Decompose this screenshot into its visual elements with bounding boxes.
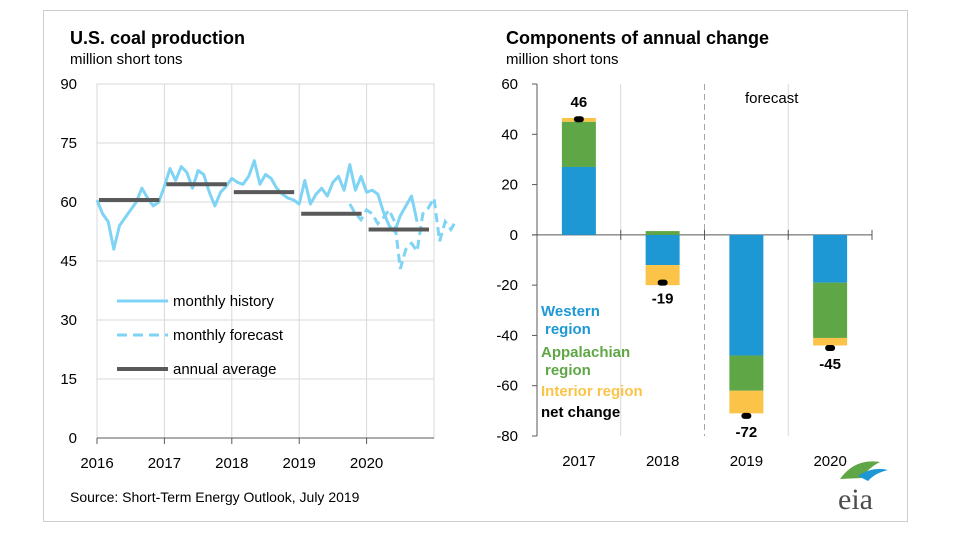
left-x-tick-label: 2019 [283,455,316,472]
right-y-tick-label: 0 [510,227,518,244]
source-note: Source: Short-Term Energy Outlook, July … [70,489,360,505]
left-x-tick-label: 2016 [80,455,113,472]
left-series [95,159,458,270]
right-chart-subtitle: million short tons [506,51,619,68]
bar-2017-appalachian [561,121,596,167]
category-label-2017: 2017 [562,453,595,470]
right-y-tick-label: 60 [501,76,518,93]
right-axes: 60 40 20 0 -20 -40 -60 -80 2017 2018 2019 2020 [496,76,873,470]
bar-2020-western [813,234,848,283]
bar-2019-western [729,234,764,356]
category-label-2020: 2020 [813,453,846,470]
bar-2018-western [645,234,680,266]
logo-text: eia [838,483,873,516]
figure-frame [43,10,908,522]
net-change-label-2018: -19 [652,291,674,308]
left-legend: monthly history monthly forecast annual … [117,293,284,378]
bar-2018-interior [645,265,680,286]
legend-monthly-history: monthly history [173,293,274,310]
left-chart-title: U.S. coal production [70,28,245,48]
bar-2020-appalachian [813,282,848,338]
right-y-tick-label: -80 [496,428,518,445]
left-y-tick-label: 30 [60,312,77,329]
legend-appalachian-line2: region [545,362,591,379]
net-change-marker-2020 [825,345,836,351]
net-change-label-2017: 46 [571,94,588,111]
net-change-marker-2019 [741,412,752,419]
bar-2019-appalachian [729,355,764,391]
left-x-tick-label: 2020 [350,455,383,472]
bar-2020-interior [813,337,848,346]
legend-net-change: net change [541,404,620,421]
left-x-tick-label: 2017 [148,455,181,472]
category-label-2018: 2018 [646,453,679,470]
net-change-label-2019: -72 [736,424,758,441]
net-change-marker-2017 [573,116,584,123]
monthly-forecast-line [348,193,458,270]
legend-western-line2: region [545,321,591,338]
right-y-tick-label: 20 [501,177,518,194]
monthly-history-line [95,159,419,251]
logo-leaf-blue [858,468,888,481]
bar-2019-interior [729,390,764,414]
left-axes: 0 15 30 45 60 75 90 2016 2017 2018 2019 2020 [60,76,434,472]
left-y-tick-label: 0 [69,430,77,447]
left-y-tick-label: 45 [60,253,77,270]
net-change-label-2020: -45 [819,356,841,373]
left-x-tick-label: 2018 [215,455,248,472]
right-legend: Western region Appalachian region Interi… [541,303,643,421]
legend-monthly-forecast: monthly forecast [173,327,284,344]
legend-interior: Interior region [541,383,643,400]
right-y-tick-label: -40 [496,327,518,344]
right-y-tick-label: -20 [496,277,518,294]
category-label-2019: 2019 [730,453,763,470]
right-chart-title: Components of annual change [506,28,769,48]
left-chart-subtitle: million short tons [70,51,183,68]
forecast-label: forecast [745,90,799,107]
bar-2017-western [561,166,596,235]
left-gridlines [96,83,435,439]
left-y-tick-label: 90 [60,76,77,93]
legend-annual-average: annual average [173,361,276,378]
left-y-tick-label: 60 [60,194,77,211]
left-y-tick-label: 15 [60,371,77,388]
left-y-tick-label: 75 [60,135,77,152]
right-y-tick-label: -60 [496,378,518,395]
bar-2018-appalachian [645,231,680,235]
eia-logo: eia [838,461,888,516]
right-y-tick-label: 40 [501,126,518,143]
net-change-marker-2018 [657,279,668,286]
logo-leaf-green [840,461,880,479]
legend-appalachian: Appalachian [541,344,630,361]
legend-western: Western [541,303,600,320]
right-bars: 46 -19 -72 -45 [561,94,848,441]
